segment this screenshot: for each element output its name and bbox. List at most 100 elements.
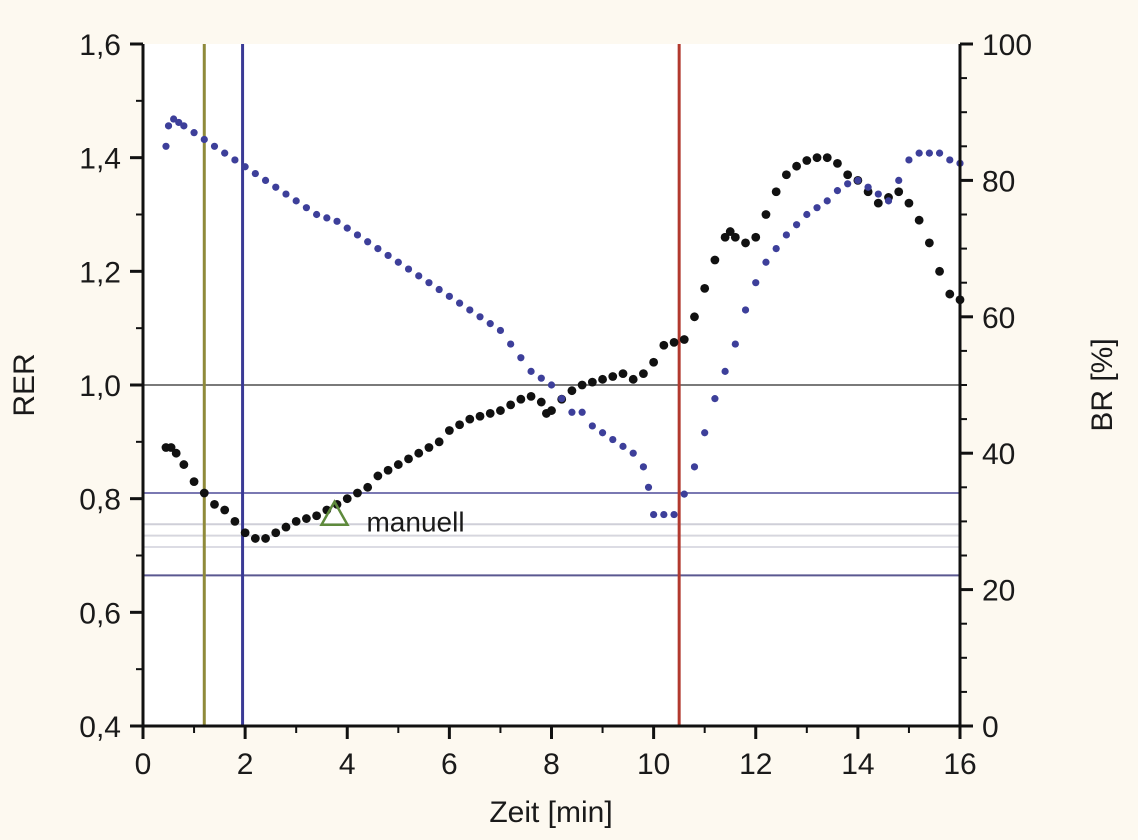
series-0-point-49 [639,369,648,379]
series-0-point-36 [516,394,526,404]
series-1-point-74 [884,197,893,205]
annotation-label: manuell [366,507,464,538]
series-1-point-8 [221,149,229,157]
series-0 [161,153,965,543]
series-0-point-54 [690,312,699,322]
series-0-point-24 [393,460,403,469]
series-1-point-34 [486,320,494,328]
series-0-point-61 [751,232,761,242]
series-0-point-70 [843,170,853,180]
reference-lines-horizontal [143,384,960,577]
series-1-point-5 [190,129,198,137]
annotation-marker-triangle [319,499,350,526]
series-1-point-76 [905,156,913,164]
series-1-point-23 [374,245,382,253]
series-0-point-66 [802,156,812,165]
series-1-point-21 [353,231,362,239]
series-1-point-44 [588,422,596,430]
series-1-point-31 [455,299,464,307]
series-0-point-5 [199,488,209,498]
series-0-point-51 [659,340,669,350]
series-1-point-62 [762,258,770,266]
x-tick-label: 16 [943,748,976,781]
series-0-point-11 [261,534,270,543]
series-1-point-14 [282,190,290,198]
series-1-point-4 [180,122,188,130]
series-0-point-9 [240,528,250,538]
series-1-point-20 [343,224,351,232]
series-0-point-79 [935,266,944,276]
y-left-tick-label: 0,4 [79,711,121,744]
series-1-point-11 [251,169,259,178]
series-0-point-80 [945,289,955,299]
series-0-point-53 [679,335,689,344]
series-layer [161,115,965,543]
series-1-point-36 [507,340,515,348]
x-tick-label: 0 [135,748,152,781]
series-1-point-61 [752,279,760,287]
series-0-point-35 [506,400,516,410]
series-1-point-48 [629,449,637,457]
series-1-point-10 [241,163,249,171]
series-0-point-67 [812,153,822,163]
series-1-point-59 [731,340,739,348]
reference-lines-vertical [202,44,681,726]
series-0-point-48 [628,374,638,384]
series-0-point-13 [281,522,291,532]
series-1-point-77 [915,149,923,157]
series-0-point-62 [761,210,771,219]
y-axis-right-label: BR [%] [1086,338,1119,431]
series-1-point-28 [425,279,433,287]
y-right-tick-label: 60 [982,302,1015,335]
annotation-layer: manuell [319,499,465,538]
series-1-point-47 [619,442,627,450]
series-1-point-75 [895,176,903,184]
series-0-point-15 [302,514,311,523]
series-0-point-20 [353,488,362,498]
series-0-point-42 [567,386,577,396]
series-1-point-54 [680,490,688,498]
series-0-point-76 [904,198,914,208]
y-left-tick-label: 1,0 [79,370,121,403]
series-0-point-63 [771,187,781,197]
series-0-point-64 [781,170,791,180]
series-0-point-47 [618,369,628,379]
series-1-point-32 [466,306,474,314]
series-1-point-50 [644,483,653,491]
y-right-tick-label: 80 [982,165,1015,198]
series-0-point-45 [598,374,607,384]
series-1-point-40 [547,381,556,389]
y-left-tick-label: 1,4 [79,143,121,176]
series-1-point-45 [598,429,607,437]
series-1-point-72 [864,183,872,191]
series-0-point-46 [608,372,618,381]
series-0-point-68 [822,153,832,163]
series-0-point-73 [873,198,883,208]
series-1-point-7 [210,142,219,150]
series-1-point-64 [782,231,790,239]
y-left-tick-label: 1,6 [79,29,121,62]
series-0-point-44 [587,377,597,387]
series-0-point-28 [434,437,444,447]
series-1-point-68 [823,197,831,205]
series-1-point-15 [292,197,300,205]
series-1-point-27 [415,272,423,280]
series-0-point-22 [373,471,383,481]
series-0-point-21 [363,482,373,492]
series-1-point-25 [394,258,402,266]
series-1-point-63 [772,245,780,253]
series-0-point-57 [720,232,730,242]
series-1-point-16 [302,204,310,212]
series-0-point-32 [475,411,485,421]
series-0-point-7 [220,505,230,515]
series-0-point-65 [792,161,801,171]
series-1-point-22 [364,238,372,246]
series-1-point-67 [813,204,821,212]
series-1-point-41 [558,395,566,403]
series-0-point-31 [465,414,475,424]
series-1-point-49 [639,463,648,471]
series-0-point-4 [189,477,199,487]
series-0-point-16 [312,511,322,521]
series-0-point-43 [577,380,587,390]
series-1-point-26 [404,265,413,273]
